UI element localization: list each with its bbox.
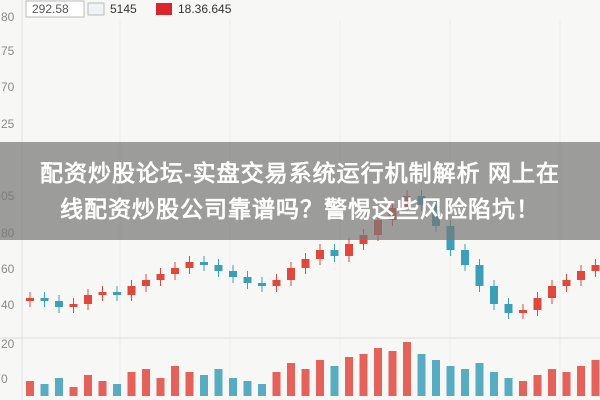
volume-bar bbox=[214, 369, 223, 396]
volume-bar bbox=[26, 381, 34, 396]
candle-body bbox=[84, 295, 92, 304]
candle-body bbox=[229, 271, 237, 277]
volume-bar bbox=[113, 384, 121, 396]
candle-body bbox=[345, 244, 353, 256]
candle-body bbox=[548, 286, 556, 298]
candle-body bbox=[591, 265, 600, 271]
volume-bar bbox=[374, 348, 382, 396]
candle-body bbox=[185, 262, 194, 268]
volume-bar bbox=[142, 369, 150, 396]
volume-bar bbox=[40, 384, 49, 396]
candle-body bbox=[55, 301, 63, 307]
candle-body bbox=[113, 292, 121, 295]
volume-bar bbox=[200, 375, 208, 396]
volume-bar bbox=[504, 378, 513, 396]
candle-body bbox=[171, 268, 179, 274]
legend-swatch bbox=[87, 2, 105, 16]
volume-bar bbox=[316, 360, 324, 396]
candle-body bbox=[330, 250, 339, 256]
candle-body bbox=[519, 310, 527, 313]
candle-body bbox=[214, 265, 223, 271]
candle-body bbox=[461, 250, 469, 265]
volume-bar bbox=[55, 378, 63, 396]
volume-bar bbox=[98, 381, 107, 396]
candle-body bbox=[98, 292, 107, 295]
candle-body bbox=[562, 280, 571, 286]
candle-body bbox=[272, 280, 281, 286]
y-axis-label: 60 bbox=[1, 262, 15, 276]
volume-bar bbox=[461, 369, 469, 396]
volume-bar bbox=[359, 354, 368, 396]
volume-bar bbox=[591, 360, 600, 396]
candle-body bbox=[577, 271, 585, 280]
candle-body bbox=[301, 259, 310, 268]
banner-line: 线配资炒股公司靠谱吗？警惕这些风险陷坑！ bbox=[60, 196, 540, 222]
volume-bar bbox=[258, 384, 266, 396]
legend-amount: 18.36.645 bbox=[178, 2, 232, 16]
volume-bar bbox=[533, 375, 542, 396]
volume-bar bbox=[519, 381, 527, 396]
candle-body bbox=[475, 265, 484, 286]
candle-body bbox=[156, 274, 165, 280]
volume-bar bbox=[403, 342, 411, 396]
candle-body bbox=[533, 298, 542, 310]
legend-price: 292.58 bbox=[32, 2, 69, 16]
volume-bar bbox=[417, 354, 426, 396]
title-banner: 配资炒股论坛-实盘交易系统运行机制解析 网上在 线配资炒股公司靠谱吗？警惕这些风… bbox=[0, 142, 600, 240]
candle-body bbox=[504, 304, 513, 313]
volume-bar bbox=[301, 369, 310, 396]
volume-bar bbox=[562, 372, 571, 396]
volume-bar bbox=[171, 366, 179, 396]
volume-bar bbox=[156, 378, 165, 396]
volume-bar bbox=[577, 366, 585, 396]
candle-body bbox=[142, 280, 150, 286]
volume-bar bbox=[432, 360, 440, 396]
candle-body bbox=[287, 268, 295, 280]
legend-box bbox=[25, 0, 85, 18]
candle-body bbox=[26, 298, 34, 301]
banner-line: 配资炒股论坛-实盘交易系统运行机制解析 网上在 bbox=[39, 160, 561, 186]
candle-body bbox=[258, 283, 266, 286]
candle-body bbox=[69, 304, 78, 307]
volume-bar bbox=[475, 363, 484, 396]
y-axis-label: 70 bbox=[1, 80, 15, 94]
volume-bar bbox=[84, 375, 92, 396]
y-axis-label: 0 bbox=[1, 372, 8, 386]
legend-swatch bbox=[156, 3, 172, 15]
volume-bar bbox=[388, 351, 397, 396]
candle-body bbox=[40, 298, 49, 301]
volume-bar bbox=[345, 357, 353, 396]
volume-bar bbox=[185, 372, 194, 396]
candle-body bbox=[490, 286, 498, 304]
volume-bar bbox=[548, 369, 556, 396]
y-axis-label: 40 bbox=[1, 298, 15, 312]
candle-body bbox=[127, 286, 136, 295]
y-axis-label: 80 bbox=[1, 10, 15, 24]
y-axis-label: 20 bbox=[1, 337, 15, 351]
volume-bar bbox=[127, 372, 136, 396]
candle-body bbox=[200, 262, 208, 265]
volume-bar bbox=[272, 372, 281, 396]
volume-bar bbox=[446, 366, 455, 396]
candle-body bbox=[316, 250, 324, 259]
volume-bar bbox=[330, 366, 339, 396]
volume-bar bbox=[287, 363, 295, 396]
candle-body bbox=[243, 277, 252, 283]
volume-bar bbox=[69, 387, 78, 396]
volume-bar bbox=[243, 381, 252, 396]
volume-bar bbox=[490, 372, 498, 396]
volume-bar bbox=[229, 378, 237, 396]
y-axis-label: 75 bbox=[1, 44, 15, 58]
legend-volume: 5145 bbox=[110, 2, 137, 16]
y-axis-label: 25 bbox=[1, 117, 15, 131]
